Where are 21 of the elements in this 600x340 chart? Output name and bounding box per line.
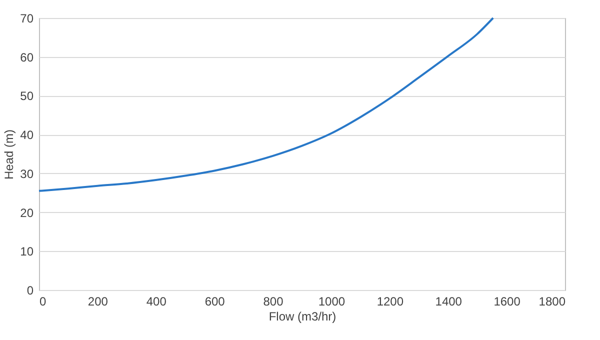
x-tick-label: 1800 [538,294,566,308]
y-tick-label: 20 [20,206,34,220]
line-series [38,17,494,192]
y-tick-label: 40 [20,128,34,142]
x-tick-label: 200 [88,294,108,308]
y-tick-label: 10 [20,244,34,259]
x-tick-label: 800 [263,294,284,308]
x-tick-label: 0 [40,294,46,308]
y-tick-label: 30 [20,166,34,181]
x-tick-label: 1600 [494,294,521,308]
x-tick-label: 1000 [318,294,346,308]
x-tick-label: 1200 [376,294,404,308]
y-tick-label: 0 [26,284,34,298]
x-tick-label: 1400 [435,294,462,308]
x-axis-title: Flow (m3/hr) [268,310,336,324]
y-tick-label: 60 [20,50,34,64]
x-tick-label: 400 [146,294,167,308]
y-axis-title: Head (m) [2,129,16,180]
x-tick-label: 600 [204,294,226,308]
y-tick-label: 50 [20,89,34,104]
y-tick-label: 70 [20,12,34,26]
